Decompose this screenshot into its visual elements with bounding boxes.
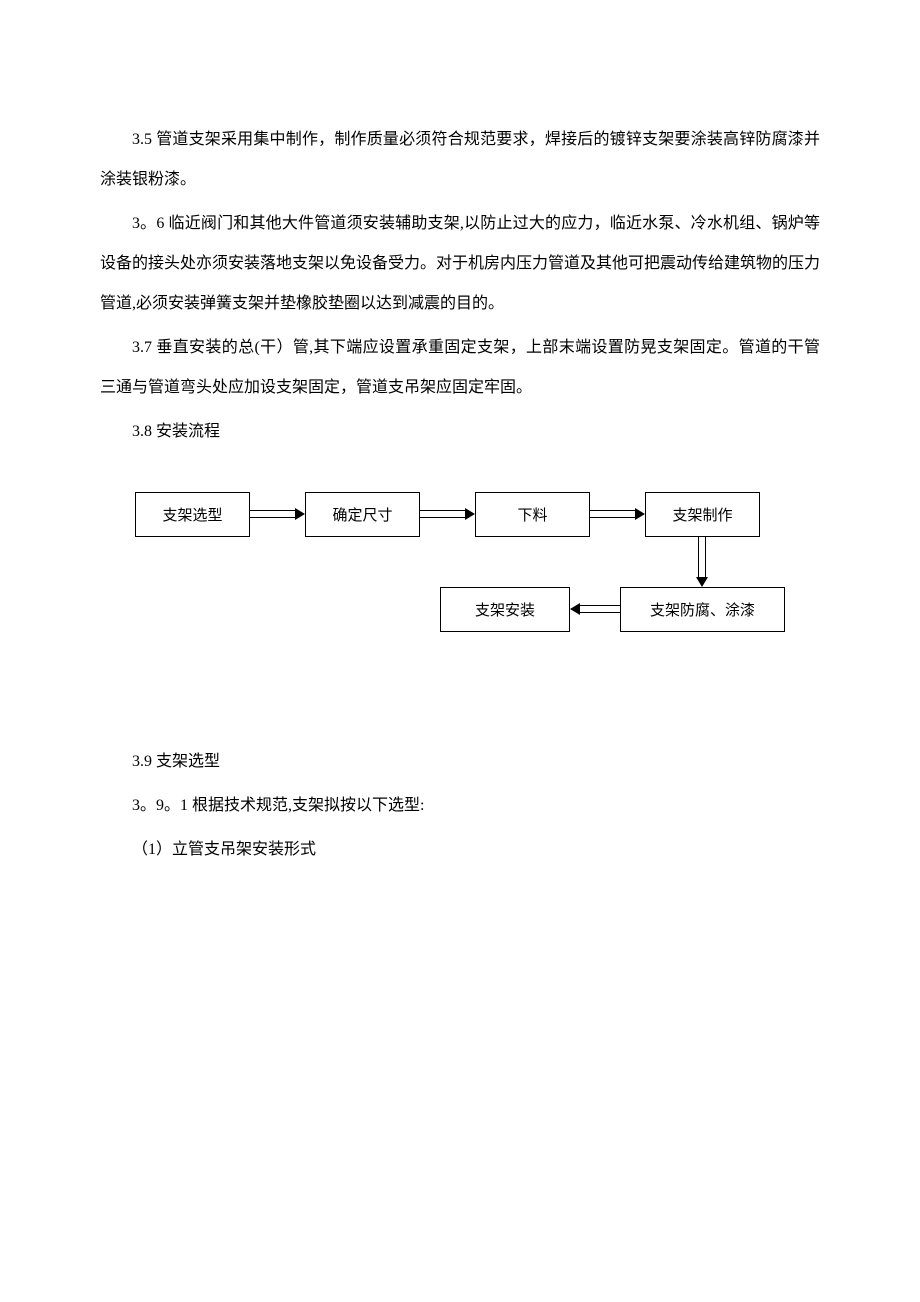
flow-node-label: 支架选型: [162, 504, 222, 525]
flow-node-label: 支架安装: [475, 599, 535, 620]
arrow-head-icon: [635, 508, 645, 520]
flow-arrow: [698, 537, 706, 577]
flow-arrow: [580, 605, 620, 613]
flow-node-anticorrosion: 支架防腐、涂漆: [620, 587, 785, 632]
flow-arrow: [250, 510, 295, 518]
flow-node-cut-material: 下料: [475, 492, 590, 537]
arrow-head-icon: [570, 603, 580, 615]
paragraph-3-9-title: 3.9 支架选型: [100, 742, 820, 782]
paragraph-3-5: 3.5 管道支架采用集中制作，制作质量必须符合规范要求，焊接后的镀锌支架要涂装高…: [100, 120, 820, 200]
flow-arrow: [420, 510, 465, 518]
flow-node-label: 确定尺寸: [332, 504, 392, 525]
paragraph-3-9-1-item1: （1）立管支吊架安装形式: [100, 830, 820, 870]
flow-arrow: [590, 510, 635, 518]
flow-node-install: 支架安装: [440, 587, 570, 632]
paragraph-3-6: 3。6 临近阀门和其他大件管道须安装辅助支架,以防止过大的应力，临近水泵、冷水机…: [100, 204, 820, 324]
arrow-head-icon: [696, 577, 708, 587]
flowchart: 支架选型 确定尺寸 下料 支架制作 支架防腐、涂漆 支架安装: [100, 482, 820, 682]
paragraph-3-9-1: 3。9。1 根据技术规范,支架拟按以下选型:: [100, 786, 820, 826]
paragraph-3-7: 3.7 垂直安装的总(干）管,其下端应设置承重固定支架，上部末端设置防晃支架固定…: [100, 328, 820, 408]
flow-node-determine-size: 确定尺寸: [305, 492, 420, 537]
flow-node-label: 支架防腐、涂漆: [650, 599, 755, 620]
flow-node-select-type: 支架选型: [135, 492, 250, 537]
arrow-head-icon: [295, 508, 305, 520]
flow-node-label: 支架制作: [672, 504, 732, 525]
arrow-head-icon: [465, 508, 475, 520]
flow-node-make-bracket: 支架制作: [645, 492, 760, 537]
paragraph-3-8-title: 3.8 安装流程: [100, 412, 820, 452]
flow-node-label: 下料: [517, 504, 547, 525]
